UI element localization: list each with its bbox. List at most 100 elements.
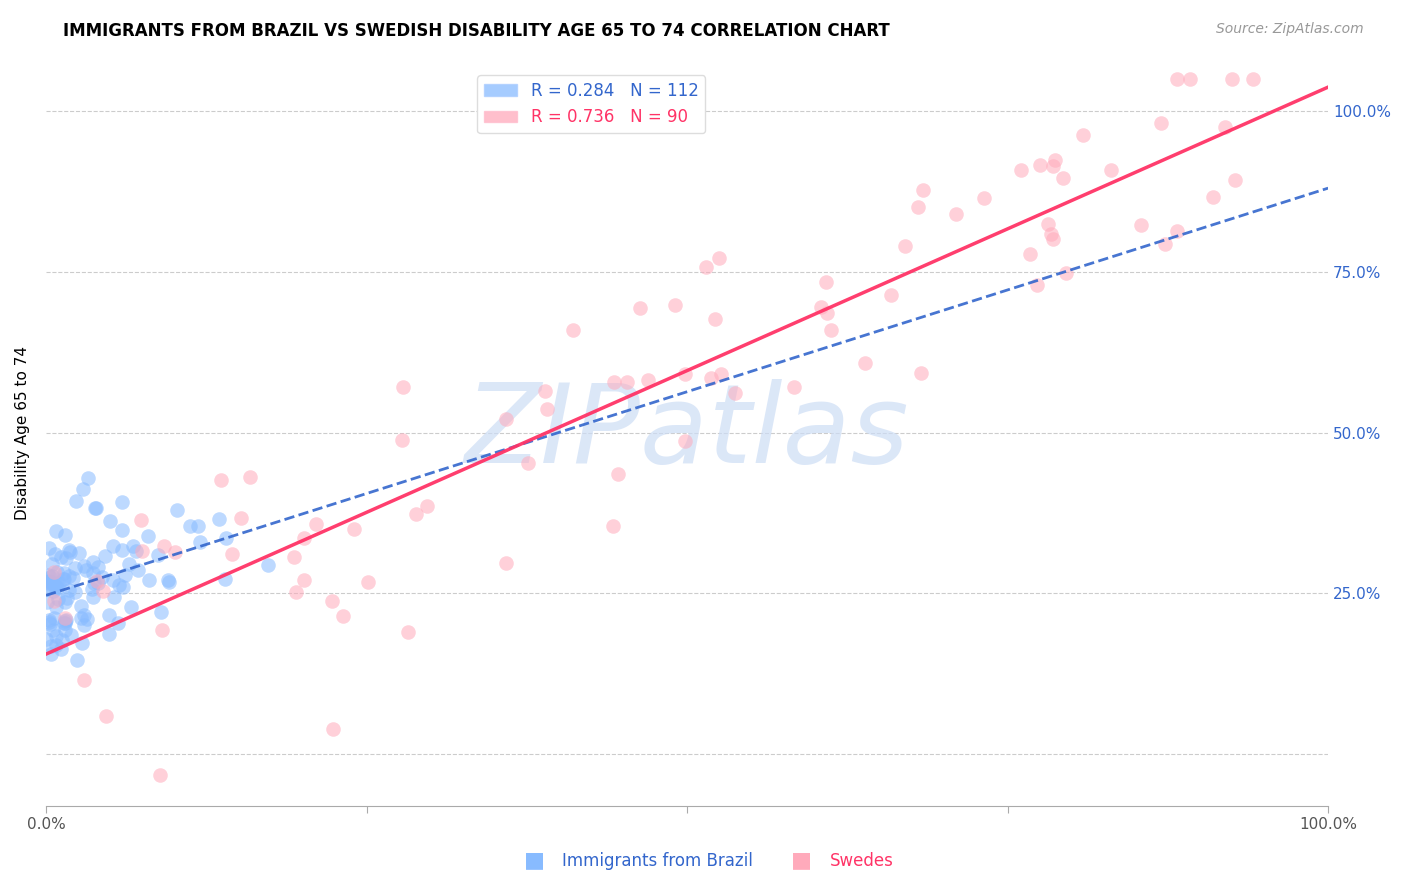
Point [44, 578, 66, 592]
Point [46, 566, 69, 580]
Point [853, 356, 876, 370]
Point [214, 531, 236, 545]
Point [38, 615, 60, 629]
Point [42, 610, 65, 624]
Point [66, 652, 89, 666]
Point [1042, 159, 1064, 173]
Point [1054, 266, 1077, 280]
Point [321, 594, 343, 608]
Point [72, 636, 94, 650]
Point [285, 585, 308, 599]
Point [146, 548, 169, 562]
Point [91, 584, 114, 599]
Point [49, 549, 72, 564]
Point [910, 366, 932, 380]
Point [1052, 171, 1074, 186]
Point [46, 592, 69, 607]
Point [73, 673, 96, 687]
Point [35, 632, 58, 647]
Point [880, 288, 903, 302]
Point [1129, 218, 1152, 232]
Point [221, 547, 243, 561]
Point [53, 527, 76, 541]
Point [616, 376, 638, 390]
Point [700, 370, 723, 384]
Point [67, 546, 90, 560]
Point [121, 539, 143, 553]
Point [1166, 71, 1188, 86]
Point [70, 599, 93, 614]
Point [55, 551, 77, 566]
Point [710, 367, 733, 381]
Point [65, 494, 87, 508]
Point [405, 508, 427, 522]
Point [103, 590, 125, 604]
Point [534, 384, 557, 399]
Point [150, 623, 173, 637]
Point [1215, 120, 1237, 134]
Point [283, 549, 305, 564]
Point [1101, 163, 1123, 178]
Point [46, 581, 69, 595]
Point [111, 523, 134, 537]
Point [602, 519, 624, 533]
Point [94, 709, 117, 723]
Point [35, 574, 58, 589]
Point [149, 768, 172, 782]
Point [332, 609, 354, 624]
Point [45, 524, 67, 538]
Point [58, 543, 80, 558]
Point [55, 613, 77, 627]
Point [391, 434, 413, 448]
Point [42, 577, 65, 591]
Point [495, 412, 517, 426]
Point [673, 434, 696, 449]
Point [1043, 153, 1066, 168]
Point [907, 200, 929, 214]
Point [87, 576, 110, 591]
Point [58, 583, 80, 598]
Point [416, 499, 439, 513]
Point [1019, 247, 1042, 261]
Point [90, 570, 112, 584]
Point [707, 252, 730, 266]
Point [72, 482, 94, 496]
Point [53, 595, 76, 609]
Point [127, 563, 149, 577]
Point [214, 572, 236, 586]
Point [392, 380, 415, 394]
Y-axis label: Disability Age 65 to 74: Disability Age 65 to 74 [15, 345, 30, 520]
Point [75, 563, 97, 577]
Point [41, 569, 63, 583]
Point [37, 595, 59, 609]
Point [44, 565, 66, 579]
Point [82, 555, 104, 569]
Point [695, 260, 717, 274]
Point [37, 582, 59, 596]
Point [55, 591, 77, 605]
Point [39, 617, 62, 632]
Point [229, 510, 252, 524]
Text: ZIPatlas: ZIPatlas [465, 379, 910, 486]
Point [305, 516, 328, 531]
Point [53, 615, 76, 630]
Point [1025, 277, 1047, 292]
Point [45, 639, 67, 653]
Point [131, 544, 153, 558]
Point [53, 611, 76, 625]
Point [111, 580, 134, 594]
Point [820, 323, 842, 337]
Point [39, 574, 62, 588]
Point [562, 323, 585, 337]
Point [41, 584, 63, 599]
Point [83, 501, 105, 516]
Point [138, 573, 160, 587]
Point [603, 375, 626, 389]
Point [125, 543, 148, 558]
Point [97, 608, 120, 623]
Point [52, 573, 75, 587]
Point [817, 306, 839, 320]
Point [101, 539, 124, 553]
Point [39, 639, 62, 653]
Point [322, 723, 344, 737]
